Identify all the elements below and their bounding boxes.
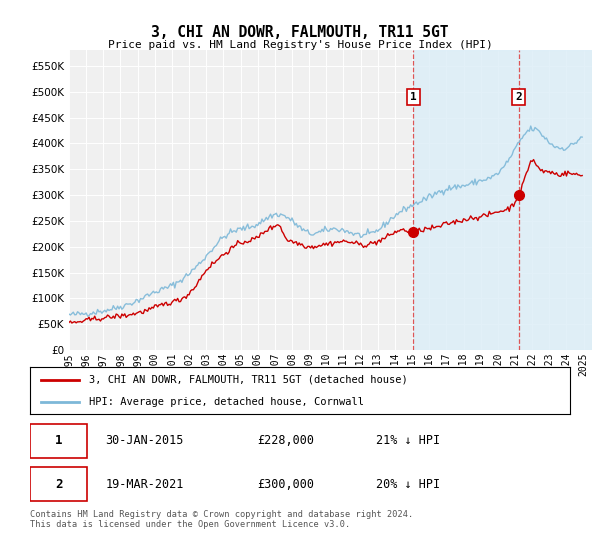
Text: 1: 1 bbox=[55, 435, 62, 447]
Text: 2: 2 bbox=[515, 92, 522, 102]
Text: 19-MAR-2021: 19-MAR-2021 bbox=[106, 478, 184, 491]
Text: £300,000: £300,000 bbox=[257, 478, 314, 491]
Text: 3, CHI AN DOWR, FALMOUTH, TR11 5GT: 3, CHI AN DOWR, FALMOUTH, TR11 5GT bbox=[151, 25, 449, 40]
Text: 30-JAN-2015: 30-JAN-2015 bbox=[106, 435, 184, 447]
Text: 3, CHI AN DOWR, FALMOUTH, TR11 5GT (detached house): 3, CHI AN DOWR, FALMOUTH, TR11 5GT (deta… bbox=[89, 375, 408, 385]
Text: Price paid vs. HM Land Registry's House Price Index (HPI): Price paid vs. HM Land Registry's House … bbox=[107, 40, 493, 50]
Text: £228,000: £228,000 bbox=[257, 435, 314, 447]
Bar bbox=[413, 50, 592, 350]
Text: HPI: Average price, detached house, Cornwall: HPI: Average price, detached house, Corn… bbox=[89, 396, 364, 407]
FancyBboxPatch shape bbox=[30, 424, 87, 458]
Text: Contains HM Land Registry data © Crown copyright and database right 2024.
This d: Contains HM Land Registry data © Crown c… bbox=[30, 510, 413, 529]
Text: 1: 1 bbox=[410, 92, 417, 102]
Text: 21% ↓ HPI: 21% ↓ HPI bbox=[376, 435, 440, 447]
Text: 20% ↓ HPI: 20% ↓ HPI bbox=[376, 478, 440, 491]
FancyBboxPatch shape bbox=[30, 467, 87, 501]
Text: 2: 2 bbox=[55, 478, 62, 491]
